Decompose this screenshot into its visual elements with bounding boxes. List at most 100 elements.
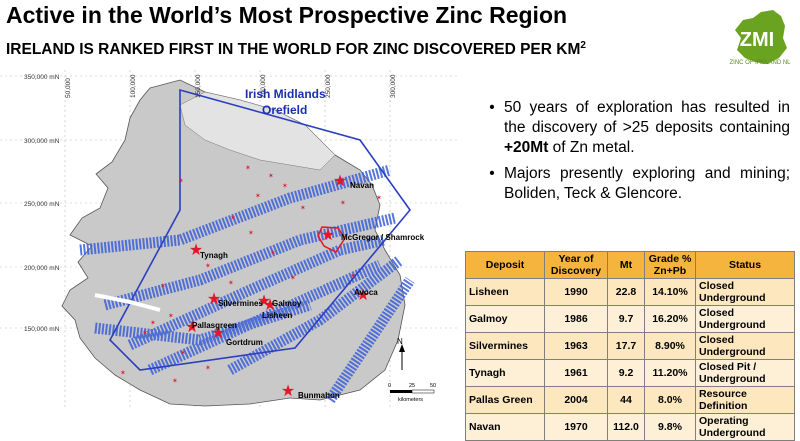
svg-text:✶: ✶ xyxy=(142,329,148,337)
cell-status: Operating Underground xyxy=(695,413,795,441)
cell-mt: 9.7 xyxy=(607,305,645,333)
minor-occurrences: ✶✶✶✶ ✶✶✶✶ ✶✶✶✶ ✶✶✶✶ ✶✶✶✶ ✶✶✶ xyxy=(120,164,382,385)
table-row: Galmoy 1986 9.7 16.20% Closed Undergroun… xyxy=(465,305,795,333)
orefield-label-1: Irish Midlands xyxy=(245,87,326,101)
svg-text:✶: ✶ xyxy=(180,349,186,357)
cell-deposit: Lisheen xyxy=(465,278,545,306)
north-label: N xyxy=(397,337,403,346)
scale-tick-0: 0 xyxy=(388,383,391,389)
col-grade: Grade % Zn+Pb xyxy=(644,251,696,279)
easting-100000: 100,000 xyxy=(130,74,137,98)
scale-tick-25: 25 xyxy=(409,383,415,389)
orefield-outline xyxy=(109,88,412,371)
cell-mt: 44 xyxy=(607,386,645,414)
zmi-logo-icon: ZMI xyxy=(735,10,787,64)
svg-text:✶: ✶ xyxy=(245,164,251,172)
col-mt: Mt xyxy=(607,251,645,279)
svg-text:✶: ✶ xyxy=(178,177,184,185)
svg-text:✶: ✶ xyxy=(168,312,174,320)
svg-text:✶: ✶ xyxy=(248,229,254,237)
cell-grade: 8.0% xyxy=(644,386,696,414)
lisheen-star: ★ xyxy=(263,297,277,314)
cell-grade: 16.20% xyxy=(644,305,696,333)
cell-mt: 17.7 xyxy=(607,332,645,360)
cell-year: 1986 xyxy=(544,305,608,333)
tynagh-star: ★ xyxy=(189,242,203,259)
label-bunmahon: Bunmahon xyxy=(298,391,340,400)
key-points: • 50 years of exploration has resulted i… xyxy=(480,98,790,210)
cell-grade: 14.10% xyxy=(644,278,696,306)
cell-year: 1961 xyxy=(544,359,608,387)
pallasgreen-star: ★ xyxy=(185,319,199,336)
subtitle-superscript: 2 xyxy=(580,40,586,51)
cell-deposit: Galmoy xyxy=(465,305,545,333)
svg-text:✶: ✶ xyxy=(230,214,236,222)
scale-tick-50: 50 xyxy=(430,383,436,389)
easting-50000: 50,000 xyxy=(65,78,72,98)
bullet-icon: • xyxy=(489,99,495,116)
northern-area xyxy=(179,91,336,171)
major-deposit-markers: ★ ★ ★ ★ ★ ★ ★ ★ ★ ★ xyxy=(185,173,370,400)
logo-text: ZMI xyxy=(740,29,774,51)
cell-status: Closed Underground xyxy=(695,332,795,360)
col-status: Status xyxy=(695,251,795,279)
page-subtitle: IRELAND IS RANKED FIRST IN THE WORLD FOR… xyxy=(6,40,586,59)
orefield-label-2: Orefield xyxy=(262,103,307,117)
cell-deposit: Navan xyxy=(465,413,545,441)
cell-year: 1990 xyxy=(544,278,608,306)
label-avoca: Avoca xyxy=(354,288,378,297)
northing-250000: 250,000 mN xyxy=(24,201,60,208)
bullet-text: 50 years of exploration has resulted in … xyxy=(504,99,790,156)
cell-deposit: Pallas Green xyxy=(465,386,545,414)
svg-text:✶: ✶ xyxy=(172,377,178,385)
bullet-item: • Majors presently exploring and mining;… xyxy=(480,164,790,204)
col-year: Year of Discovery xyxy=(544,251,608,279)
svg-text:✶: ✶ xyxy=(160,282,166,290)
silvermines-star: ★ xyxy=(207,291,221,308)
deposits-table: Deposit Year of Discovery Mt Grade % Zn+… xyxy=(465,251,795,441)
cell-status: Closed Pit / Underground xyxy=(695,359,795,387)
cell-mt: 22.8 xyxy=(607,278,645,306)
svg-text:✶: ✶ xyxy=(270,249,276,257)
svg-text:✶: ✶ xyxy=(205,262,211,270)
northing-200000: 200,000 mN xyxy=(24,265,60,272)
label-silvermines: Silvermines xyxy=(218,299,263,308)
table-header-row: Deposit Year of Discovery Mt Grade % Zn+… xyxy=(465,251,795,279)
galmoy-star: ★ xyxy=(257,293,271,310)
label-gortdrum: Gortdrum xyxy=(226,338,263,347)
easting-300000: 300,000 xyxy=(390,74,397,98)
scale-label: kilometers xyxy=(398,397,423,403)
bullet-text: Majors presently exploring and mining; B… xyxy=(504,165,790,202)
cell-deposit: Silvermines xyxy=(465,332,545,360)
avoca-star: ★ xyxy=(356,287,370,304)
label-pallasgreen: Pallasgreen xyxy=(192,321,237,330)
bunmahon-star: ★ xyxy=(281,383,295,400)
svg-text:✶: ✶ xyxy=(150,319,156,327)
svg-text:✶: ✶ xyxy=(282,182,288,190)
northing-300000: 300,000 mN xyxy=(24,138,60,145)
label-lisheen: Lisheen xyxy=(262,311,292,320)
cell-year: 1963 xyxy=(544,332,608,360)
svg-text:✶: ✶ xyxy=(340,199,346,207)
logo-caption: ZINC OF IRELAND NL xyxy=(729,60,791,66)
shannon-estuary xyxy=(94,293,161,312)
label-galmoy: Galmoy xyxy=(272,299,302,308)
navan-star: ★ xyxy=(333,173,347,190)
subtitle-text: IRELAND IS RANKED FIRST IN THE WORLD FOR… xyxy=(6,41,581,59)
cell-mt: 9.2 xyxy=(607,359,645,387)
easting-150000: 150,000 xyxy=(195,74,202,98)
table-row: Pallas Green 2004 44 8.0% Resource Defin… xyxy=(465,386,795,414)
cell-status: Closed Underground xyxy=(695,278,795,306)
label-navan: Navan xyxy=(350,181,374,190)
cell-grade: 9.8% xyxy=(644,413,696,441)
ireland-zinc-map: ✶✶✶✶ ✶✶✶✶ ✶✶✶✶ ✶✶✶✶ ✶✶✶✶ ✶✶✶ ★ ★ ★ ★ ★ ★… xyxy=(0,70,458,409)
cell-grade: 11.20% xyxy=(644,359,696,387)
north-arrow-icon: N xyxy=(397,337,405,370)
table-row: Navan 1970 112.0 9.8% Operating Undergro… xyxy=(465,413,795,441)
cell-status: Closed Underground xyxy=(695,305,795,333)
northing-150000: 150,000 mN xyxy=(24,326,60,333)
bullet-item: • 50 years of exploration has resulted i… xyxy=(480,98,790,158)
northing-350000: 350,000 mN xyxy=(24,74,60,81)
table-row: Lisheen 1990 22.8 14.10% Closed Undergro… xyxy=(465,278,795,306)
table-row: Silvermines 1963 17.7 8.90% Closed Under… xyxy=(465,332,795,360)
